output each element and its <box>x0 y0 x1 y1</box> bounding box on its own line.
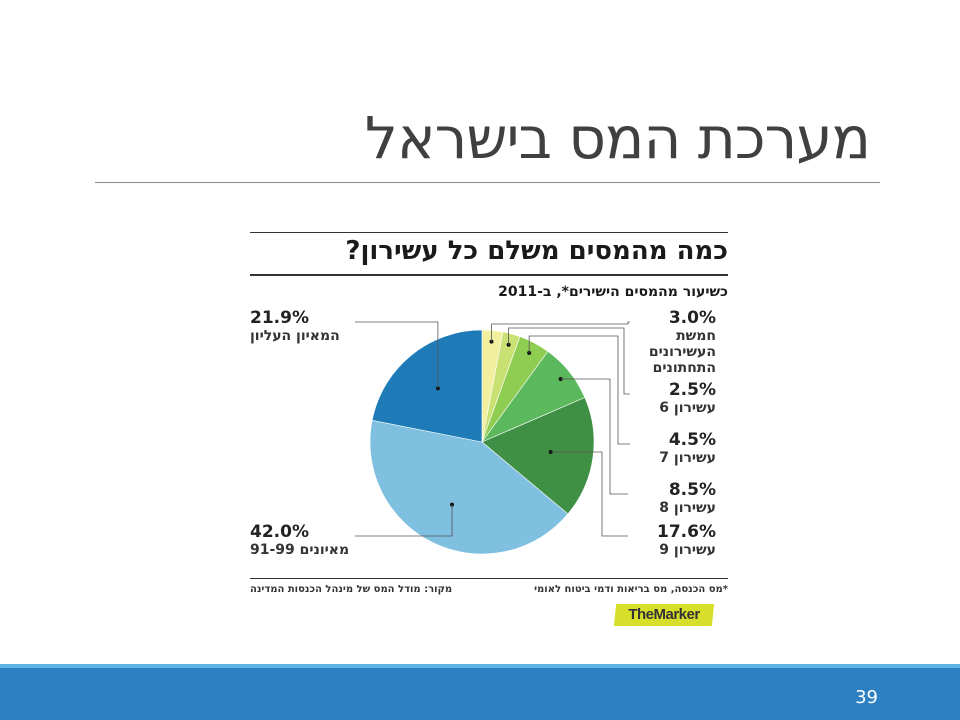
pie-chart <box>355 321 630 555</box>
slice-percent-label: 3.0% <box>668 308 716 328</box>
slice-percent-label: 17.6% <box>657 522 716 542</box>
slice-percent-label: 2.5% <box>668 380 716 400</box>
pie-slice <box>369 419 569 555</box>
page-number: 39 <box>855 687 878 708</box>
title-underline <box>250 274 728 276</box>
leader-line <box>508 327 630 395</box>
slice-category-label: חמשת העשירונים התחתונים <box>648 328 716 376</box>
slide-title: מערכת המס בישראל <box>364 104 871 172</box>
slice-category-label: עשירון 8 <box>659 500 716 516</box>
slice-category-label: עשירון 9 <box>659 542 716 558</box>
leader-line <box>491 321 630 342</box>
leader-line <box>355 504 453 537</box>
slice-category-label: מאיונים 91-99 <box>250 542 350 558</box>
pie-slice <box>371 329 483 443</box>
infographic: כמה מהמסים משלם כל עשירון? כשיעור מהמסים… <box>240 222 730 632</box>
bottom-rule <box>250 578 728 579</box>
brand-logo: TheMarker <box>613 604 715 626</box>
pie-slice <box>481 397 595 515</box>
leader-line <box>355 321 439 389</box>
brand-name: TheMarker <box>628 606 700 623</box>
slice-category-label: עשירון 6 <box>659 400 716 416</box>
chart-subtitle: כשיעור מהמסים הישירים*, ב-2011 <box>498 284 728 300</box>
slice-category-label: המאיון העליון <box>250 328 340 344</box>
slice-percent-label: 42.0% <box>250 522 309 542</box>
slice-percent-label: 21.9% <box>250 308 309 328</box>
source-note: מקור: מודל המס של מינהל הכנסות המדינה <box>250 584 453 595</box>
slice-percent-label: 8.5% <box>668 480 716 500</box>
leader-line <box>528 335 630 445</box>
top-rule <box>250 232 728 233</box>
leader-dot <box>558 376 563 381</box>
chart-title: כמה מהמסים משלם כל עשירון? <box>345 236 728 266</box>
leader-dot <box>527 350 532 355</box>
footnote: *מס הכנסה, מס בריאות ודמי ביטוח לאומי <box>534 584 728 595</box>
slice-percent-label: 4.5% <box>668 430 716 450</box>
leader-line <box>560 378 628 495</box>
title-divider <box>95 182 880 183</box>
leader-line <box>550 451 628 537</box>
slice-category-label: עשירון 7 <box>659 450 716 466</box>
footer-bar <box>0 664 960 720</box>
